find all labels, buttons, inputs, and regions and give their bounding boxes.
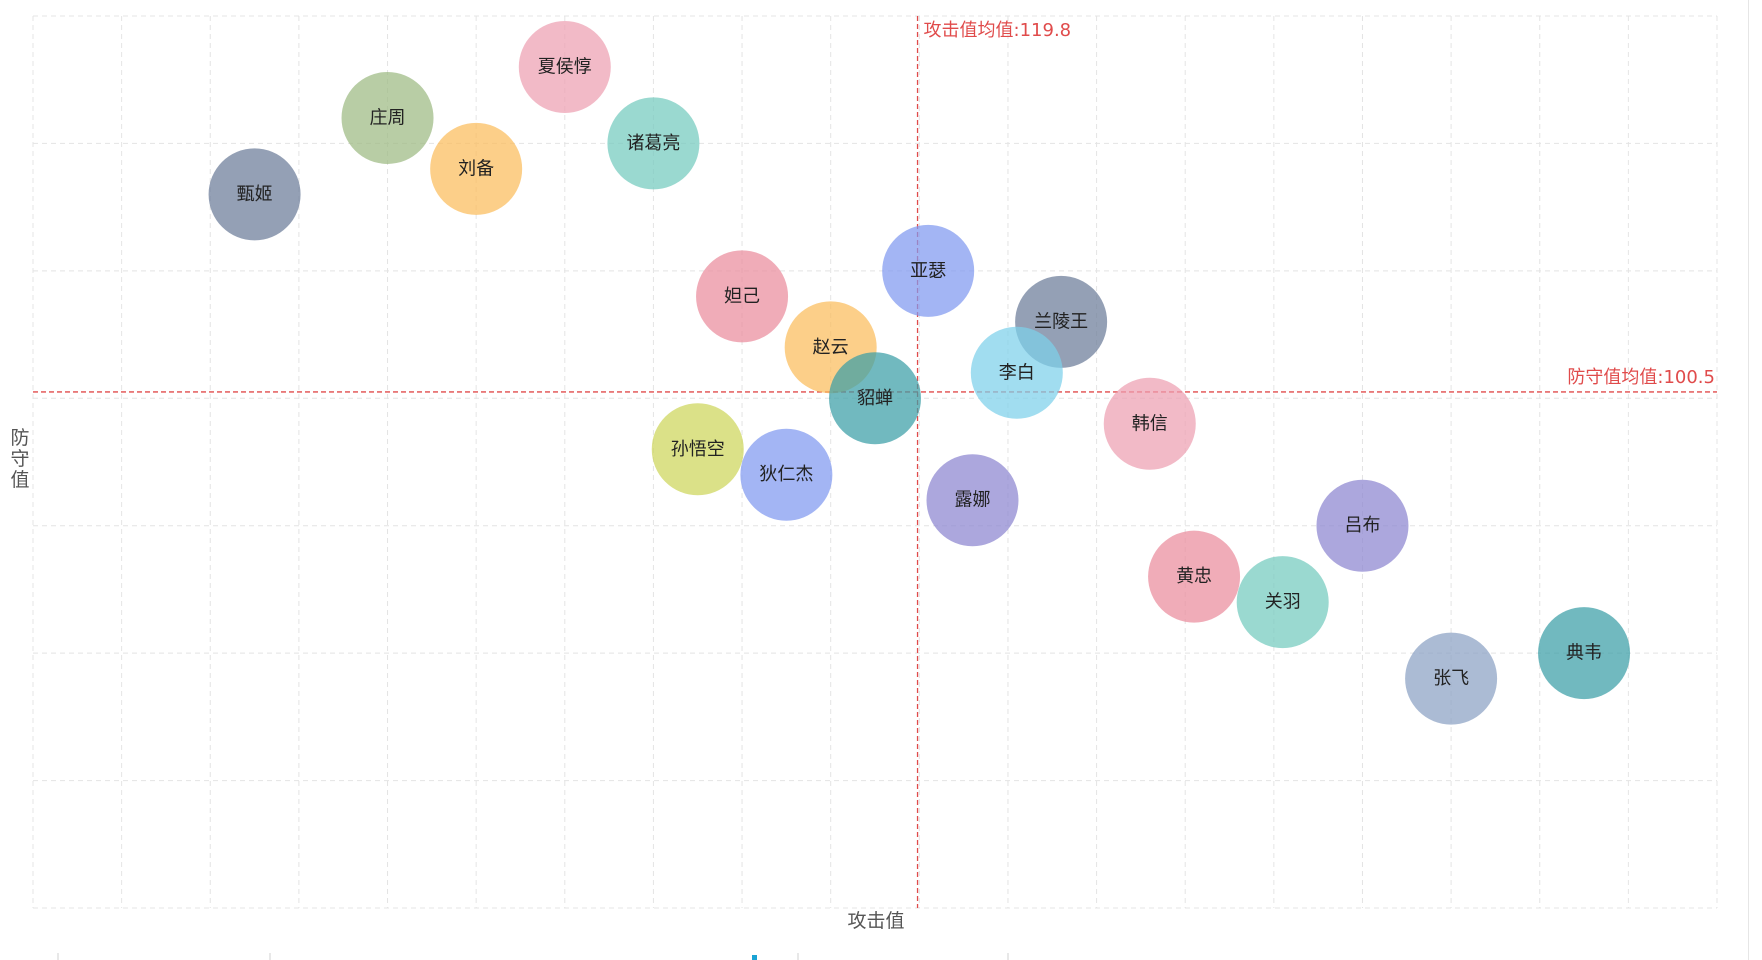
bubble-point[interactable]: 刘备	[430, 122, 523, 215]
bubble-label: 张飞	[1433, 668, 1469, 689]
bubble-label: 妲己	[724, 286, 760, 307]
data-zoom-slider[interactable]	[57, 953, 1009, 960]
bubble-circle[interactable]	[1148, 530, 1241, 623]
bubble-point[interactable]: 典韦	[1538, 607, 1631, 700]
mean-lines: 攻击值均值:119.8 防守值均值:100.5	[33, 16, 1717, 908]
bubble-label: 关羽	[1265, 592, 1301, 613]
bubble-point[interactable]: 貂蝉	[829, 352, 921, 445]
bubble-point[interactable]: 关羽	[1236, 556, 1329, 649]
bubble-point[interactable]: 李白	[970, 326, 1063, 419]
bubble-point[interactable]: 张飞	[1405, 632, 1498, 725]
defense-mean-label: 防守值均值:100.5	[1567, 367, 1715, 388]
bubble-label: 赵云	[813, 337, 849, 358]
bubble-label: 亚瑟	[910, 260, 946, 281]
bubble-point[interactable]: 黄忠	[1148, 530, 1241, 623]
bubble-label: 诸葛亮	[626, 133, 680, 154]
bubble-circle[interactable]	[1538, 607, 1631, 700]
bubble-point[interactable]: 诸葛亮	[607, 97, 700, 190]
bubble-label: 兰陵王	[1034, 311, 1088, 332]
bubble-point[interactable]: 吕布	[1316, 479, 1409, 572]
bubble-label: 庄周	[370, 107, 406, 128]
scrollbar[interactable]	[1743, 0, 1762, 960]
bubble-circle[interactable]	[926, 454, 1019, 547]
bubble-label: 露娜	[954, 490, 990, 511]
bubble-label: 黄忠	[1176, 566, 1212, 587]
grid	[32, 15, 1718, 909]
bubble-point[interactable]: 庄周	[341, 71, 434, 164]
bubble-point[interactable]: 露娜	[926, 454, 1019, 547]
bubble-circle[interactable]	[430, 122, 523, 215]
bubble-label: 夏侯惇	[538, 56, 592, 77]
attack-mean-label: 攻击值均值:119.8	[924, 20, 1072, 41]
bubble-circle[interactable]	[518, 20, 611, 113]
bubble-label: 典韦	[1566, 643, 1602, 664]
bubble-circle[interactable]	[829, 352, 921, 445]
bubble-circle[interactable]	[1103, 377, 1196, 470]
bubble-circle[interactable]	[1236, 556, 1329, 649]
slider-handle[interactable]	[752, 955, 757, 960]
bubble-label: 李白	[999, 362, 1035, 383]
bubble-circle[interactable]	[607, 97, 700, 190]
bubble-label: 貂蝉	[857, 388, 893, 409]
bubble-label: 韩信	[1132, 413, 1168, 434]
bubble-point[interactable]: 韩信	[1103, 377, 1196, 470]
bubble-point[interactable]: 妲己	[696, 250, 789, 343]
bubble-label: 吕布	[1344, 515, 1380, 536]
bubble-label: 刘备	[458, 158, 494, 179]
bubble-circle[interactable]	[740, 428, 833, 521]
bubble-label: 孙悟空	[671, 439, 725, 460]
bubble-point[interactable]: 夏侯惇	[518, 20, 611, 113]
bubble-point[interactable]: 甄姬	[208, 148, 301, 241]
bubble-point[interactable]: 亚瑟	[882, 224, 975, 317]
bubble-circle[interactable]	[882, 224, 975, 317]
bubble-point[interactable]: 孙悟空	[651, 403, 744, 496]
bubble-circle[interactable]	[208, 148, 301, 241]
bubble-circle[interactable]	[1405, 632, 1498, 725]
bubble-label: 狄仁杰	[759, 464, 813, 485]
bubble-circle[interactable]	[1316, 479, 1409, 572]
bubble-point[interactable]: 狄仁杰	[740, 428, 833, 521]
bubble-label: 甄姬	[237, 184, 273, 205]
bubble-circle[interactable]	[696, 250, 789, 343]
scrollbar-track[interactable]	[1748, 0, 1749, 960]
y-axis-label: 防守值	[10, 427, 29, 491]
bubble-circle[interactable]	[970, 326, 1063, 419]
x-axis-label: 攻击值	[847, 910, 904, 932]
bubble-circle[interactable]	[341, 71, 434, 164]
bubble-circle[interactable]	[651, 403, 744, 496]
